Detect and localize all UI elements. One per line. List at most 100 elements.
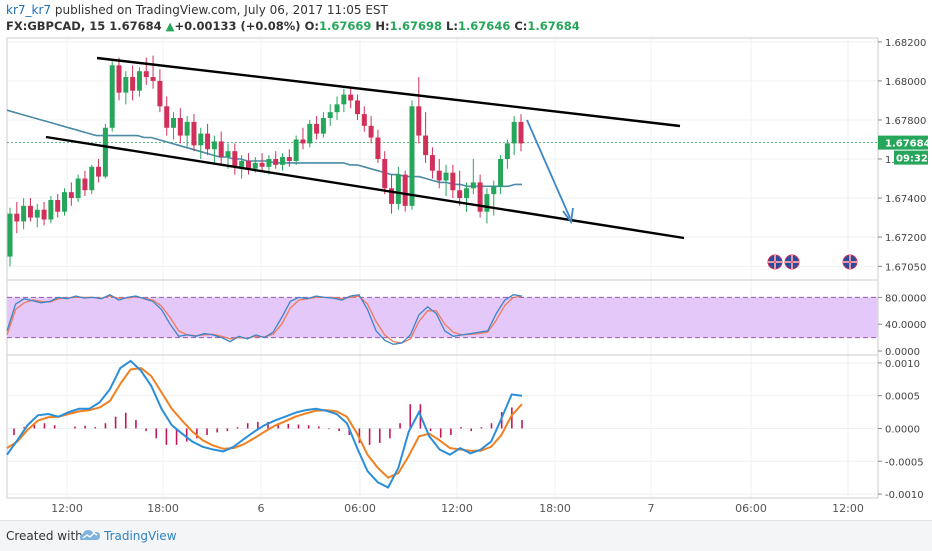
candle-body xyxy=(211,141,217,150)
moving-average xyxy=(6,109,878,188)
close-value: 1.67684 xyxy=(527,19,580,33)
candle xyxy=(89,164,95,195)
countdown-label: 09:32 xyxy=(896,154,928,165)
y-tick-label: 1.68200 xyxy=(885,38,926,49)
open-value: 1.67669 xyxy=(318,19,372,33)
candle xyxy=(41,201,47,226)
macd-tick-label: 0.0000 xyxy=(885,424,920,435)
candle-body xyxy=(198,133,204,146)
event-marker xyxy=(842,254,858,270)
candle-body xyxy=(320,118,326,134)
candle xyxy=(143,57,149,85)
candle-body xyxy=(75,178,81,199)
symbol-label[interactable]: FX:GBPCAD, 15 xyxy=(6,19,106,33)
last-price-tag xyxy=(878,135,928,150)
candle xyxy=(14,201,20,234)
moving-average-line xyxy=(6,109,522,188)
stochastic-tick-label: 40.0000 xyxy=(885,320,926,331)
price-axis[interactable]: 1.682001.680001.678001.676001.674001.672… xyxy=(878,38,931,501)
low-label: L: xyxy=(446,19,458,33)
x-tick-label: 7 xyxy=(648,502,655,515)
candle-body xyxy=(361,114,367,126)
candle-body xyxy=(252,162,258,169)
tradingview-brand[interactable]: TradingView xyxy=(104,529,177,543)
candle-body xyxy=(171,118,177,128)
forecast-arrow-head xyxy=(562,207,574,225)
candle xyxy=(96,159,102,183)
y-tick-label: 1.67050 xyxy=(885,262,926,273)
x-tick-label: 06:00 xyxy=(344,502,376,515)
candle-body xyxy=(484,194,490,212)
candle xyxy=(123,71,129,105)
candle xyxy=(198,127,204,159)
macd-tick-label: 0.0005 xyxy=(885,392,920,403)
candle xyxy=(177,108,183,144)
candle-body xyxy=(259,162,265,167)
candle-body xyxy=(89,166,95,191)
macd-lines xyxy=(6,359,523,489)
candle-body xyxy=(68,192,74,199)
candle-body xyxy=(463,188,469,199)
event-markers[interactable] xyxy=(767,254,858,270)
candle xyxy=(48,196,54,224)
candle xyxy=(375,129,381,163)
open-label: O: xyxy=(304,19,319,33)
candle xyxy=(463,182,469,212)
chart-header: kr7_kr7 published on TradingView.com, Ju… xyxy=(0,0,932,38)
author-link[interactable]: kr7_kr7 xyxy=(6,3,52,17)
y-tick-label: 1.67400 xyxy=(885,194,926,205)
x-tick-label: 6 xyxy=(258,502,265,515)
candle-body xyxy=(164,106,170,128)
candle xyxy=(348,86,354,109)
time-axis[interactable]: 12:00 18:00 6 06:00 12:00 18:00 7 06:00 12:00 xyxy=(51,502,864,515)
candle xyxy=(116,57,122,101)
x-tick-label: 06:00 xyxy=(735,502,767,515)
candle xyxy=(109,61,115,132)
candle xyxy=(218,131,224,165)
candle xyxy=(55,194,61,218)
candle-body xyxy=(41,209,47,220)
candle-body xyxy=(457,190,463,199)
candle-body xyxy=(27,205,33,218)
candle xyxy=(416,77,422,144)
pane-borders xyxy=(6,37,879,499)
candle xyxy=(171,112,177,140)
candle-body xyxy=(48,199,54,220)
candle-body xyxy=(205,133,211,150)
macd-signal-line xyxy=(6,367,523,479)
x-tick-label: 12:00 xyxy=(441,502,473,515)
candle-body xyxy=(314,123,320,134)
candle xyxy=(259,153,265,171)
chart-border xyxy=(6,37,879,499)
candle-body xyxy=(116,65,122,93)
candle-body xyxy=(348,94,354,101)
candle xyxy=(341,88,347,113)
candle xyxy=(314,116,320,140)
candle xyxy=(402,170,408,212)
candle-body xyxy=(416,106,422,136)
candle xyxy=(443,164,449,197)
high-value: 1.67698 xyxy=(389,19,442,33)
candle-body xyxy=(184,121,190,136)
grid-lines xyxy=(7,38,878,498)
candle-body xyxy=(136,71,142,91)
candle xyxy=(498,155,504,195)
chart-canvas[interactable]: 1.682001.680001.678001.676001.674001.672… xyxy=(0,0,932,520)
candle xyxy=(368,116,374,144)
candle xyxy=(334,96,340,120)
candle-body xyxy=(123,77,129,93)
countdown-tag xyxy=(894,150,928,165)
trend-drawings[interactable] xyxy=(45,56,685,240)
candle xyxy=(491,180,497,216)
candle-body xyxy=(191,121,197,146)
candle xyxy=(382,151,388,195)
candle-body xyxy=(354,100,360,115)
candle-body xyxy=(280,157,286,165)
candle xyxy=(293,135,299,165)
triangle-up-icon: ▲ xyxy=(165,19,175,33)
macd-tick-label: -0.0005 xyxy=(885,457,924,468)
candle xyxy=(354,94,360,120)
candle xyxy=(7,207,13,267)
candle-body xyxy=(443,172,449,181)
candle-body xyxy=(504,143,510,159)
